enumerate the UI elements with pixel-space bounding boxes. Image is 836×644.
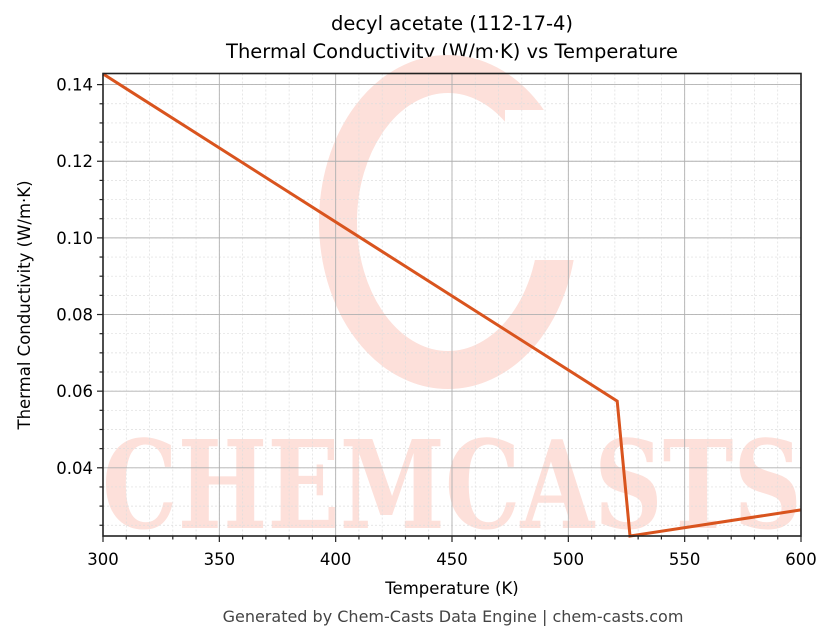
x-tick-label: 500 <box>553 550 585 569</box>
y-tick-label: 0.12 <box>56 152 93 171</box>
series-line <box>102 72 802 538</box>
x-axis: 300 350 400 450 500 550 600 <box>87 536 817 569</box>
y-tick-label: 0.06 <box>56 382 93 401</box>
x-tick-label: 600 <box>785 550 817 569</box>
y-tick-label: 0.10 <box>56 229 93 248</box>
x-tick-label: 450 <box>436 550 468 569</box>
x-axis-label: Temperature (K) <box>384 579 518 598</box>
footer-credit: Generated by Chem-Casts Data Engine | ch… <box>222 607 684 626</box>
y-tick-label: 0.04 <box>56 459 93 478</box>
chart-title-property: Thermal Conductivity (W/m·K) vs Temperat… <box>226 40 678 63</box>
x-tick-label: 400 <box>320 550 352 569</box>
y-axis-label: Thermal Conductivity (W/m·K) <box>15 180 34 430</box>
x-tick-label: 350 <box>204 550 236 569</box>
y-tick-label: 0.14 <box>56 76 93 95</box>
chart-title-compound: decyl acetate (112-17-4) <box>330 12 574 35</box>
y-axis: 0.04 0.06 0.08 0.10 0.12 0.14 <box>56 76 103 526</box>
x-tick-label: 300 <box>87 550 119 569</box>
data-series <box>102 72 802 538</box>
y-tick-label: 0.08 <box>56 306 93 325</box>
x-tick-label: 550 <box>669 550 701 569</box>
